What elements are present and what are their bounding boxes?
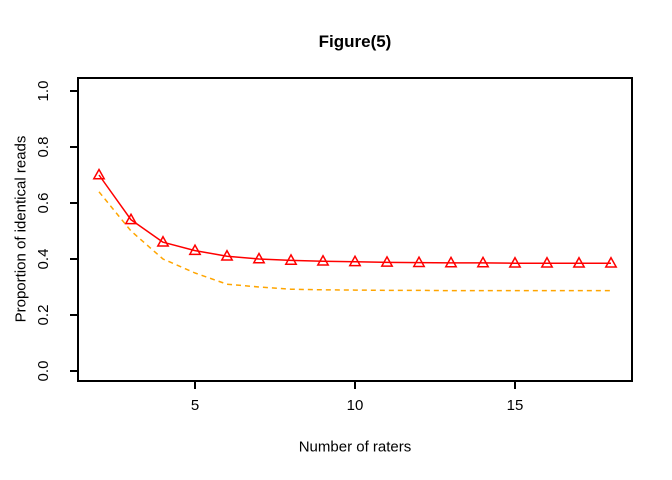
data-point-marker xyxy=(572,256,586,268)
plot-box xyxy=(77,77,633,382)
series-2-dashed-line xyxy=(98,191,611,292)
x-tick-label: 5 xyxy=(191,397,199,414)
data-point-marker xyxy=(540,256,554,268)
data-point-marker xyxy=(124,212,138,225)
y-tick-label: 0.4 xyxy=(35,249,52,270)
y-tick-label: 0.6 xyxy=(35,193,52,214)
data-point-marker xyxy=(444,255,458,268)
y-tick-label: 0.8 xyxy=(35,137,52,158)
data-point-marker xyxy=(412,255,426,268)
data-point-marker xyxy=(380,255,394,267)
data-point-marker xyxy=(316,254,330,266)
x-tick-label: 10 xyxy=(347,397,364,414)
data-point-marker xyxy=(284,253,298,265)
y-tick-label: 0.2 xyxy=(35,305,52,326)
x-tick-label: 15 xyxy=(507,397,524,414)
data-point-marker xyxy=(348,254,362,267)
data-point-marker xyxy=(188,243,202,256)
data-point-marker xyxy=(220,249,234,261)
data-point-marker xyxy=(156,235,170,247)
data-point-marker xyxy=(252,251,266,264)
data-point-marker xyxy=(508,256,522,268)
chart-title: Figure(5) xyxy=(318,32,392,51)
data-point-marker xyxy=(476,255,490,268)
series-1-solid-triangles-line xyxy=(98,174,611,264)
data-point-marker xyxy=(604,256,618,268)
y-tick-label: 1.0 xyxy=(35,81,52,102)
y-tick-label: 0.0 xyxy=(35,361,52,382)
data-point-marker xyxy=(92,167,106,180)
x-axis-label: Number of raters xyxy=(298,438,412,456)
